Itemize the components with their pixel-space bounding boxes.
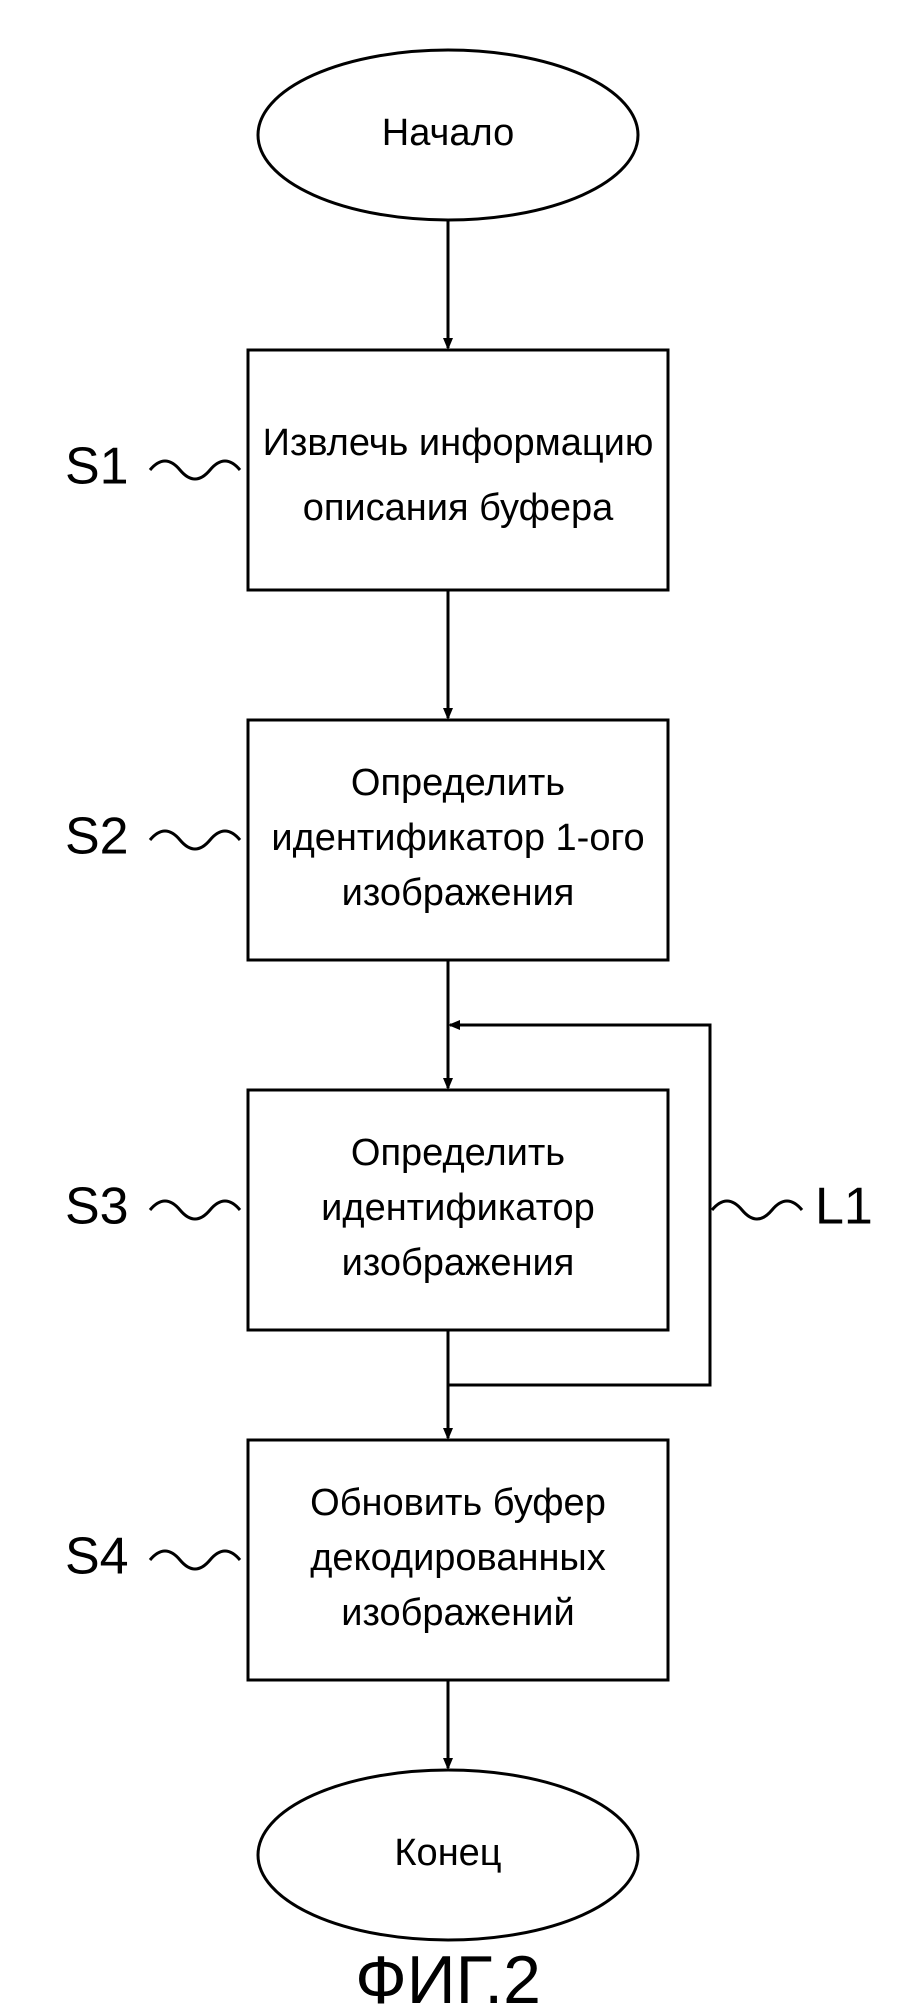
s2-line1: Определить [351,762,565,804]
s1-tilde [150,461,240,479]
side-label-s4: S4 [65,1528,240,1586]
s3-line3: изображения [342,1242,575,1284]
s1-label-text: S1 [65,438,129,496]
side-label-s1: S1 [65,438,240,496]
s1-box [248,350,668,590]
l1-label-text: L1 [815,1178,873,1236]
s4-line1: Обновить буфер [310,1482,606,1524]
s3-label-text: S3 [65,1178,129,1236]
side-label-s3: S3 [65,1178,240,1236]
s1-line1: Извлечь информацию [263,422,654,464]
side-label-s2: S2 [65,808,240,866]
s3-line2: идентификатор [321,1187,595,1229]
s3-tilde [150,1201,240,1219]
s1-line2: описания буфера [303,487,614,529]
l1-tilde [712,1201,802,1219]
s2-tilde [150,831,240,849]
side-label-l1: L1 [712,1178,873,1236]
end-label: Конец [394,1832,501,1874]
s2-label-text: S2 [65,808,129,866]
s4-line2: декодированных [310,1537,606,1579]
start-label: Начало [382,112,514,154]
s2-line2: идентификатор 1-ого [271,817,644,859]
s4-line3: изображений [341,1592,574,1634]
s4-label-text: S4 [65,1528,129,1586]
s3-line1: Определить [351,1132,565,1174]
s4-tilde [150,1551,240,1569]
s2-line3: изображения [342,872,575,914]
figure-caption: ФИГ.2 [355,1942,541,2015]
